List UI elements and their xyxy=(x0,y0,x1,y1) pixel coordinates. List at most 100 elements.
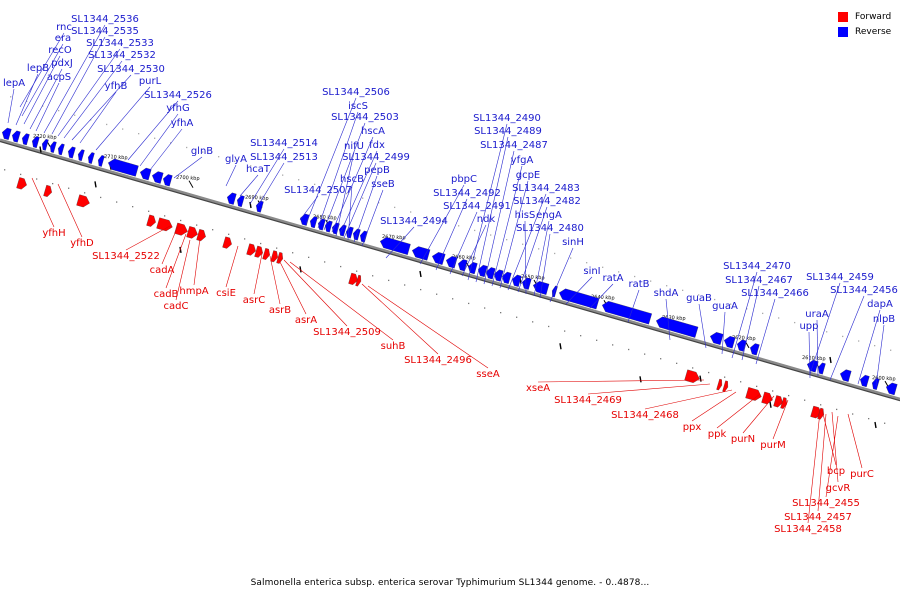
reverse-gene-label: rnc xyxy=(56,22,72,33)
gene-arrow xyxy=(724,336,736,349)
guide-dot xyxy=(532,321,534,323)
guide-dot xyxy=(868,417,870,420)
guide-dot xyxy=(836,408,838,411)
reverse-leader xyxy=(305,97,357,225)
forward-leader xyxy=(587,383,711,395)
guide-dot xyxy=(474,229,476,232)
reverse-gene-label: SL1344_2480 xyxy=(516,223,584,234)
gene-arrow xyxy=(42,139,49,151)
reverse-leader xyxy=(857,309,881,385)
guide-dot xyxy=(452,298,454,300)
gene-arrow xyxy=(50,141,57,153)
marker-tick xyxy=(829,356,832,364)
reverse-leader xyxy=(627,289,640,323)
reverse-leader xyxy=(51,36,106,135)
reverse-leader xyxy=(808,331,811,379)
guide-dot xyxy=(20,173,22,176)
guide-dot xyxy=(148,210,150,212)
guide-dot xyxy=(292,252,294,254)
guide-dot xyxy=(708,371,710,374)
reverse-leader xyxy=(29,68,63,130)
guide-dot xyxy=(250,165,252,167)
reverse-gene-label: iscS xyxy=(348,101,368,112)
guide-dot xyxy=(138,133,140,135)
reverse-leader xyxy=(323,122,366,231)
kbp-tick-label: 2690 kbp xyxy=(245,195,269,202)
kbp-tick-label: 2640 kbp xyxy=(591,294,615,301)
forward-gene-label: SL1344_2468 xyxy=(611,410,679,421)
marker-tick xyxy=(39,146,42,153)
marker-tick xyxy=(874,421,877,429)
reverse-gene-label: ratB xyxy=(628,279,649,290)
reverse-leader xyxy=(339,150,378,235)
reverse-gene-label: SL1344_2530 xyxy=(97,64,165,75)
guide-dot xyxy=(132,206,134,208)
forward-gene-label: purN xyxy=(731,434,755,445)
guide-dot xyxy=(42,105,44,107)
reverse-leader xyxy=(533,220,550,297)
guide-dot xyxy=(10,96,12,98)
reverse-leader xyxy=(449,211,478,275)
guide-dot xyxy=(884,422,886,424)
gene-arrow xyxy=(559,288,600,310)
gene-arrow xyxy=(58,143,65,156)
guide-dot xyxy=(692,367,694,369)
forward-gene-label: ppx xyxy=(683,422,702,433)
gene-arrow xyxy=(88,152,95,164)
gene-arrow xyxy=(16,177,27,190)
gene-arrow xyxy=(761,391,773,405)
gene-arrow xyxy=(237,195,245,208)
reverse-leader xyxy=(299,195,319,221)
guide-dot xyxy=(154,137,156,139)
gene-arrow xyxy=(478,264,488,278)
kbp-tick-label: 2660 kbp xyxy=(452,254,476,261)
guide-dot xyxy=(330,188,332,190)
forward-leader xyxy=(831,411,839,483)
reverse-gene-label: dapA xyxy=(867,299,893,310)
reverse-gene-label: uraA xyxy=(805,309,829,320)
guide-dot xyxy=(740,381,742,383)
gene-arrow xyxy=(78,149,85,162)
reverse-leader xyxy=(517,206,548,293)
reverse-leader xyxy=(347,184,353,241)
gene-arrow xyxy=(2,127,12,140)
gene-arrow xyxy=(163,174,173,187)
gene-arrow xyxy=(716,378,723,391)
reverse-leader xyxy=(721,311,726,355)
reverse-leader xyxy=(829,295,865,381)
forward-gene-label: SL1344_2455 xyxy=(792,498,860,509)
reverse-leader xyxy=(565,276,593,305)
reverse-leader xyxy=(353,175,378,243)
guide-dot xyxy=(548,325,550,328)
forward-gene-label: cadB xyxy=(154,289,179,300)
gene-arrow xyxy=(43,184,52,197)
reverse-leader xyxy=(524,220,527,295)
marker-tick xyxy=(559,343,562,350)
guide-dot xyxy=(612,344,614,346)
guide-dot xyxy=(890,349,892,351)
reverse-gene-label: SL1344_2467 xyxy=(725,275,793,286)
gene-arrow xyxy=(355,274,362,287)
reverse-leader xyxy=(809,282,841,375)
reverse-gene-label: lepB xyxy=(27,63,49,74)
kbp-tick-label: 2650 kbp xyxy=(521,274,545,281)
kbp-tick-label: 2710 kbp xyxy=(104,154,128,161)
guide-dot xyxy=(68,187,70,189)
reverse-gene-label: SL1344_2532 xyxy=(88,50,156,61)
reverse-gene-label: upp xyxy=(799,321,818,332)
reverse-gene-label: SL1344_2483 xyxy=(512,183,580,194)
forward-gene-label: cadC xyxy=(164,301,189,312)
reverse-leader xyxy=(7,88,15,124)
guide-dot xyxy=(276,247,278,249)
marker-tick xyxy=(179,246,182,253)
guide-dot xyxy=(260,242,262,245)
marker-tick xyxy=(249,201,252,209)
reverse-leader xyxy=(589,283,614,309)
reverse-gene-label: acpS xyxy=(47,72,71,83)
gene-arrow xyxy=(722,380,729,393)
guide-dot xyxy=(804,399,806,401)
reverse-leader xyxy=(483,150,515,285)
reverse-gene-label: SL1344_2526 xyxy=(144,90,212,101)
guide-dot xyxy=(618,271,620,273)
forward-gene-label: cadA xyxy=(150,265,175,276)
